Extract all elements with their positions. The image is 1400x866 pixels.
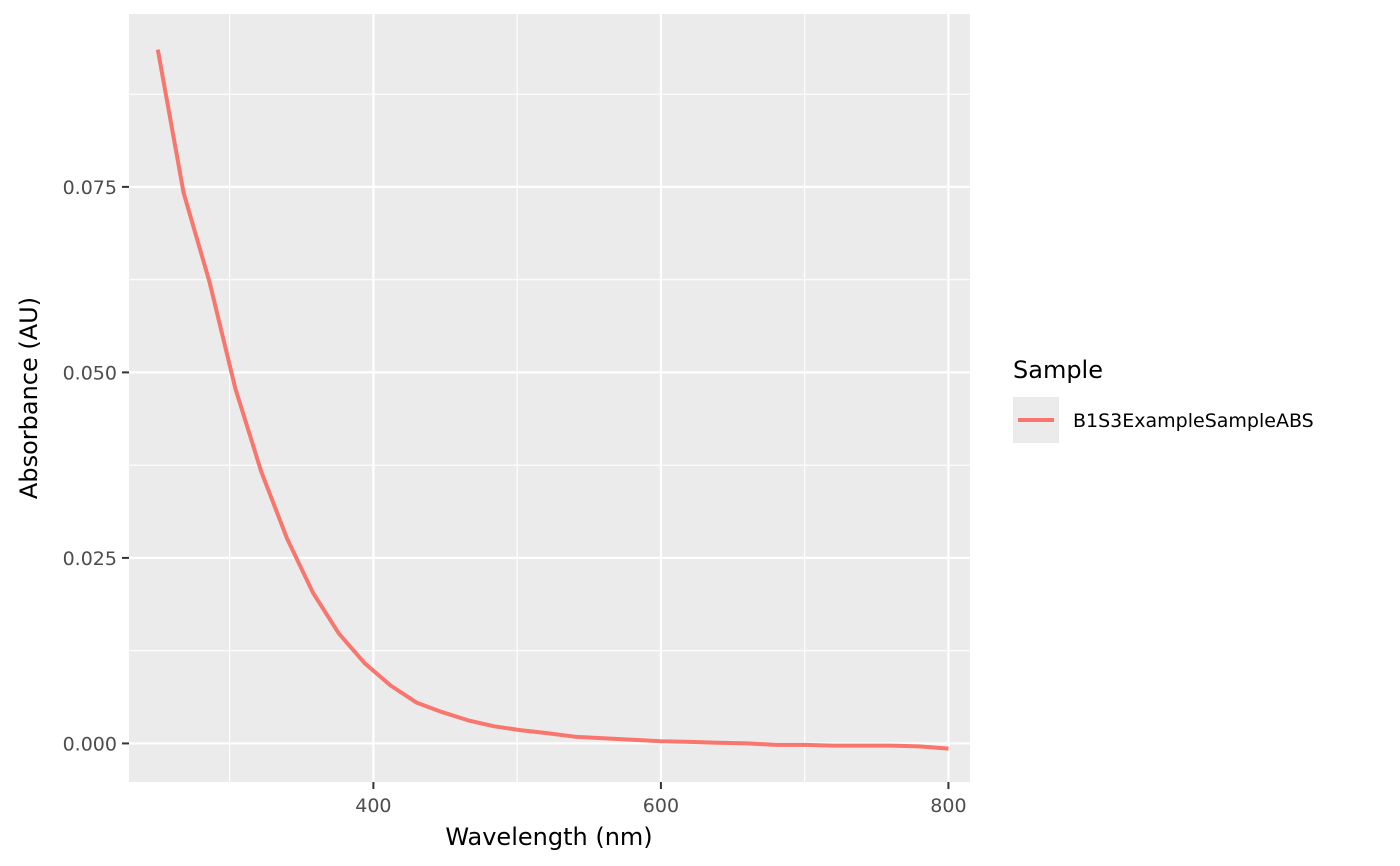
legend-title: Sample [1013, 356, 1103, 384]
y-tick-label: 0.025 [63, 548, 117, 570]
x-tick-label: 600 [643, 795, 679, 817]
legend-label: B1S3ExampleSampleABS [1073, 410, 1314, 432]
minor-gridlines [129, 14, 970, 782]
series-layer [155, 49, 949, 751]
major-gridlines [129, 14, 970, 782]
x-tick-label: 800 [930, 795, 966, 817]
legend: Sample B1S3ExampleSampleABS [1013, 356, 1314, 443]
y-tick-label: 0.000 [63, 733, 117, 755]
x-axis: 400 600 800 [355, 782, 967, 817]
y-axis-title: Absorbance (AU) [15, 297, 43, 499]
y-tick-label: 0.075 [63, 177, 117, 199]
y-axis: 0.000 0.025 0.050 0.075 [63, 177, 129, 755]
y-tick-label: 0.050 [63, 362, 117, 384]
x-axis-title: Wavelength (nm) [445, 823, 652, 851]
x-tick-label: 400 [355, 795, 391, 817]
series-line [155, 49, 949, 751]
plot-panel [129, 14, 970, 782]
